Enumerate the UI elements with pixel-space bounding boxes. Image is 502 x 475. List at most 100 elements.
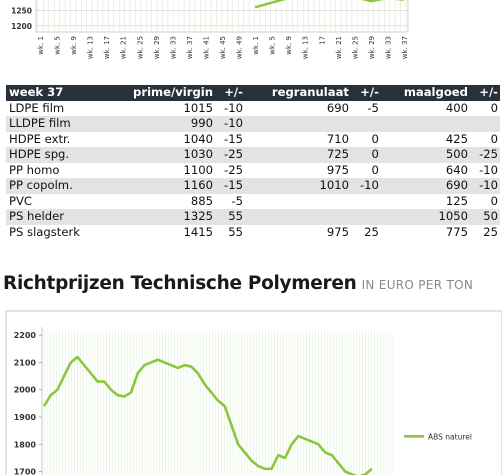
table-cell: 690: [380, 178, 470, 194]
legend-label: ABS naturel: [428, 432, 472, 441]
table-cell: 975: [326, 224, 349, 239]
table-cell: 1325: [105, 209, 215, 225]
x-tick-label: wk. 33: [384, 36, 392, 59]
table-cell: -25: [224, 162, 243, 177]
table-cell: [350, 209, 381, 225]
table-cell: 0: [371, 162, 379, 177]
table-cell: 1100: [183, 162, 213, 177]
table-cell: -25: [215, 147, 245, 163]
table-row: HDPE extr. 1040 -15 710 0 425 0: [6, 132, 500, 148]
table-cell: 55: [215, 209, 245, 225]
y-tick-label: 2000: [14, 386, 37, 395]
x-tick-label: wk. 41: [202, 36, 210, 59]
column-header: +/-: [350, 85, 381, 101]
table-cell: 690: [326, 100, 349, 115]
x-tick-label: wk. 25: [351, 36, 359, 59]
table-cell: 25: [364, 224, 379, 239]
table-cell: -10: [215, 116, 245, 132]
table-cell: -10: [469, 178, 500, 194]
column-header: week 37: [6, 85, 106, 101]
table-row: HDPE spg. 1030 -25 725 0 500 -25: [6, 147, 500, 163]
x-tick-label: wk. 37: [401, 36, 409, 59]
table-cell: 710: [326, 131, 349, 146]
table-cell: 55: [228, 224, 243, 239]
technical-polymers-chart: 1700 1800 1900 2000 2100 2200 ABS naturel: [5, 310, 502, 475]
table-cell: 50: [469, 209, 500, 225]
y-tick-label: 1700: [14, 468, 37, 475]
x-tick-label: wk. 37: [186, 36, 194, 59]
row-label: PS slagsterk: [9, 224, 80, 239]
series-line-abs-naturel: [42, 355, 373, 475]
column-header: maalgoed: [380, 85, 470, 101]
column-header: +/-: [215, 85, 245, 101]
table-row: LDPE film 1015 -10 690 -5 400 0: [6, 101, 500, 117]
table-cell: -5: [367, 100, 379, 115]
table-row: PP homo 1100 -25 975 0 640 -10: [6, 163, 500, 179]
table-cell: [245, 194, 351, 210]
table-cell: 0: [350, 147, 381, 163]
table-cell: 640: [445, 162, 468, 177]
table-row: PS helder 1325 55 1050 50: [6, 209, 500, 225]
series-line: [254, 0, 404, 9]
row-label: PS helder: [6, 209, 106, 225]
table-header-row: week 37 prime/virgin +/- regranulaat +/- maal…: [6, 85, 500, 101]
table-cell: [244, 209, 351, 225]
y-tick-label: 1250: [11, 6, 32, 15]
x-tick-label: wk. 25: [136, 36, 144, 59]
table-cell: -10: [224, 100, 243, 115]
row-label: HDPE extr.: [9, 131, 71, 146]
x-tick-label: wk. 33: [169, 36, 177, 59]
table-cell: 1015: [183, 100, 213, 115]
x-tick-label: wk. 1: [252, 36, 260, 55]
row-label: HDPE spg.: [6, 147, 106, 163]
table-cell: 0: [490, 100, 498, 115]
table-cell: 500: [380, 147, 470, 163]
x-tick-label: wk. 45: [219, 36, 227, 59]
price-table: week 37 prime/virgin +/- regranulaat +/- maal…: [6, 85, 500, 240]
table-row: PS slagsterk 1415 55 975 25 775 25: [6, 225, 500, 241]
table-cell: [469, 116, 500, 132]
table-cell: -15: [215, 178, 245, 194]
row-label: LDPE film: [9, 100, 65, 115]
section-title: Richtprijzen Technische Polymeren: [3, 273, 357, 294]
y-tick-label: 2100: [14, 358, 37, 367]
table-cell: 25: [483, 224, 498, 239]
table-cell: [380, 116, 470, 132]
table-row: LLDPE film 990 -10: [6, 116, 500, 132]
x-tick-label: wk. 13: [87, 36, 95, 59]
table-row: PVC 885 -5 125 0: [6, 194, 500, 210]
x-tick-label: 17: [318, 36, 326, 45]
table-cell: 1050: [380, 209, 470, 225]
table-cell: -10: [350, 178, 381, 194]
column-header: prime/virgin: [105, 85, 215, 101]
y-tick-label: 1900: [14, 413, 37, 422]
table-row: PP copolm. 1160 -15 1010 -10 690 -10: [6, 178, 500, 194]
table-cell: 1160: [105, 178, 215, 194]
x-tick-label: wk. 21: [120, 36, 128, 59]
column-header: regranulaat: [244, 85, 351, 101]
x-tick-label: wk. 1: [37, 36, 45, 55]
x-tick-label: wk. 17: [103, 36, 111, 59]
table-cell: 125: [445, 193, 468, 208]
table-cell: [351, 194, 381, 210]
table-cell: -15: [224, 131, 243, 146]
section-subtitle: IN EURO PER TON: [361, 278, 474, 292]
table-cell: 775: [445, 224, 468, 239]
x-tick-label: wk. 13: [302, 36, 310, 59]
row-label: PVC: [9, 193, 33, 208]
table-cell: 400: [445, 100, 468, 115]
table-cell: 885: [190, 193, 213, 208]
table-cell: 975: [326, 162, 349, 177]
table-cell: 0: [490, 193, 498, 208]
x-tick-label: wk. 29: [368, 36, 376, 59]
row-label: PP homo: [9, 162, 60, 177]
x-tick-label: wk. 5: [54, 36, 62, 55]
x-tick-label: wk. 21: [335, 36, 343, 59]
x-tick-label: wk. 9: [285, 36, 293, 55]
section-heading: Richtprijzen Technische Polymeren IN EUR…: [3, 273, 473, 294]
table-cell: 725: [244, 147, 351, 163]
x-tick-label: wk. 9: [70, 36, 78, 55]
table-cell: [350, 116, 381, 132]
row-label: PP copolm.: [6, 178, 106, 194]
top-price-chart: 1200 1250 wk. 1 wk. 5 wk. 9 wk. 13 wk. 17 wk. 2…: [11, 0, 409, 59]
